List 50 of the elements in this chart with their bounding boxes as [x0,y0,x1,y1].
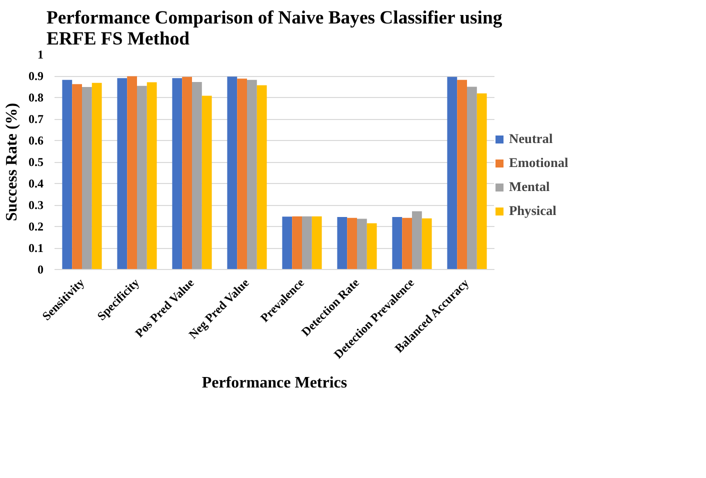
bar [227,76,238,270]
chart-title: Performance Comparison of Naive Bayes Classifier using ERFE FS Method [46,8,503,50]
y-axis-title: Success Rate (%) [4,102,20,222]
bar [476,93,487,270]
bar [467,86,477,270]
bar [402,218,412,270]
bar [92,82,102,270]
bar [137,86,147,270]
y-tick-label: 0.6 [28,134,44,148]
bar [202,96,212,270]
bar [82,86,92,270]
legend-label: Physical [509,203,556,219]
bar [337,217,348,270]
bar [127,76,137,270]
legend-label: Neutral [509,131,553,147]
y-tick-label: 0.3 [28,198,44,212]
bar [312,216,322,270]
bar [172,78,182,270]
bar [457,80,467,270]
bar [347,218,357,270]
bar [447,76,458,270]
y-tick-label: 1 [38,48,44,62]
x-axis-title: Performance Metrics [202,374,348,392]
bar [237,78,247,270]
bar [192,82,202,270]
y-tick-label: 0 [38,262,44,276]
y-tick-label: 0.9 [28,69,44,83]
bar [422,218,432,270]
y-tick-label: 0.5 [28,155,44,169]
legend-label: Mental [509,179,550,195]
bar [146,82,157,270]
y-tick-label: 0.2 [28,220,44,234]
bar [392,217,402,270]
bar [256,85,267,270]
bar [292,216,302,270]
y-tick-label: 0.4 [28,176,44,190]
y-tick-label: 0.8 [28,90,44,104]
bar [62,80,72,270]
bar [412,211,422,270]
bar [302,216,312,270]
bar [366,223,377,270]
bar [282,216,292,270]
bar [357,218,367,270]
legend-label: Emotional [509,155,568,171]
bar [182,76,192,270]
y-tick-label: 0.7 [28,112,44,126]
y-tick-label: 0.1 [28,241,44,255]
bar [247,80,257,270]
bar [117,78,128,270]
bar [72,84,82,270]
